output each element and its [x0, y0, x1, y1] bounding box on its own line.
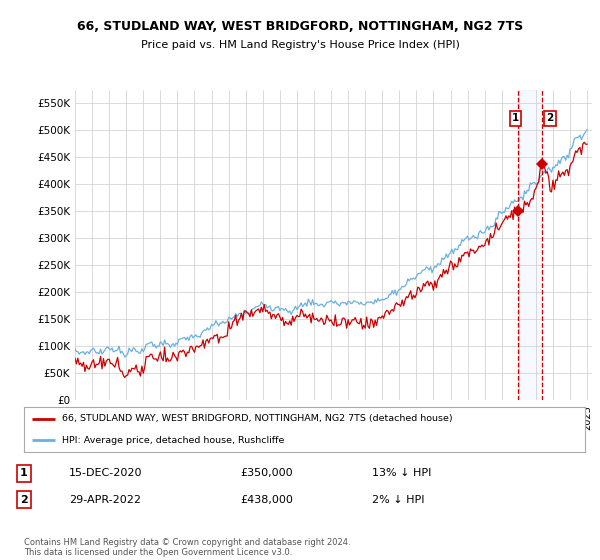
Text: 2: 2	[547, 113, 554, 123]
Text: 1: 1	[512, 113, 519, 123]
Text: 29-APR-2022: 29-APR-2022	[69, 494, 141, 505]
Text: 66, STUDLAND WAY, WEST BRIDGFORD, NOTTINGHAM, NG2 7TS: 66, STUDLAND WAY, WEST BRIDGFORD, NOTTIN…	[77, 20, 523, 32]
Text: HPI: Average price, detached house, Rushcliffe: HPI: Average price, detached house, Rush…	[62, 436, 284, 445]
Text: 2% ↓ HPI: 2% ↓ HPI	[372, 494, 425, 505]
Text: 2: 2	[20, 494, 28, 505]
Text: £438,000: £438,000	[240, 494, 293, 505]
Text: 15-DEC-2020: 15-DEC-2020	[69, 468, 143, 478]
Text: Price paid vs. HM Land Registry's House Price Index (HPI): Price paid vs. HM Land Registry's House …	[140, 40, 460, 50]
Text: 1: 1	[20, 468, 28, 478]
Bar	[518, 90, 542, 400]
Text: Contains HM Land Registry data © Crown copyright and database right 2024.
This d: Contains HM Land Registry data © Crown c…	[24, 538, 350, 557]
Text: 66, STUDLAND WAY, WEST BRIDGFORD, NOTTINGHAM, NG2 7TS (detached house): 66, STUDLAND WAY, WEST BRIDGFORD, NOTTIN…	[62, 414, 453, 423]
Text: £350,000: £350,000	[240, 468, 293, 478]
Text: 13% ↓ HPI: 13% ↓ HPI	[372, 468, 431, 478]
